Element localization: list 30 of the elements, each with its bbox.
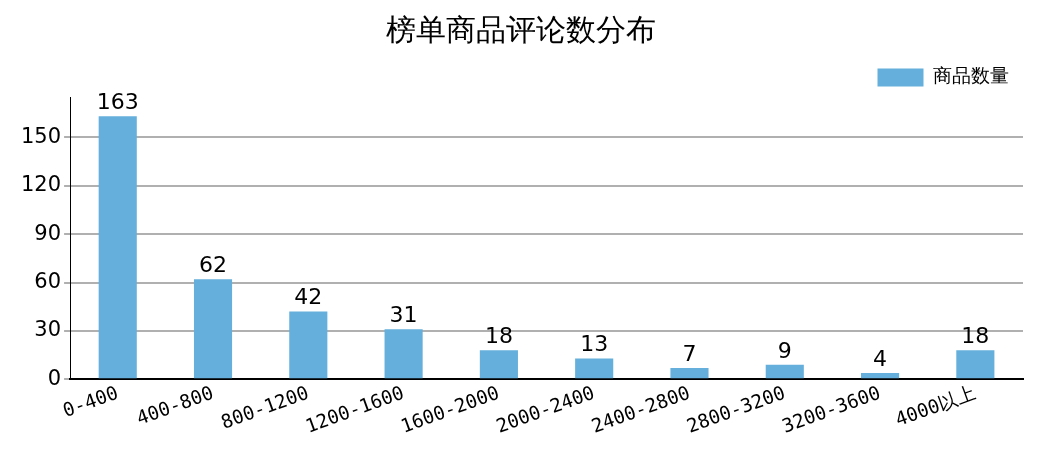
y-tick-label: 90 — [34, 220, 62, 245]
bar — [765, 364, 804, 379]
data-label: 18 — [961, 323, 990, 349]
x-tick-label: 0-400 — [59, 380, 121, 422]
y-tick-label: 0 — [47, 365, 62, 390]
y-tick-label: 60 — [34, 269, 62, 294]
y-tick-label: 30 — [34, 317, 62, 342]
data-label: 42 — [294, 284, 323, 310]
bar — [861, 372, 900, 379]
bar — [289, 311, 328, 379]
x-tick-label: 4000以上 — [892, 380, 979, 431]
data-label: 7 — [682, 340, 697, 366]
bar — [956, 350, 995, 379]
legend-label: 商品数量 — [933, 64, 1009, 87]
data-label: 62 — [199, 252, 228, 278]
data-label: 163 — [96, 89, 139, 115]
y-tick-label: 120 — [20, 172, 62, 197]
bar — [98, 116, 137, 379]
y-tick-label: 150 — [20, 123, 62, 148]
data-label: 4 — [873, 345, 888, 371]
bar — [479, 350, 518, 379]
data-label: 18 — [484, 323, 513, 349]
data-label: 9 — [777, 337, 792, 363]
data-label: 31 — [389, 302, 418, 328]
bar — [384, 329, 423, 379]
bar — [575, 358, 614, 379]
data-label: 13 — [580, 331, 609, 357]
bar — [193, 279, 233, 379]
bar — [670, 368, 709, 379]
chart-title: 榜单商品评论数分布 — [385, 11, 656, 47]
